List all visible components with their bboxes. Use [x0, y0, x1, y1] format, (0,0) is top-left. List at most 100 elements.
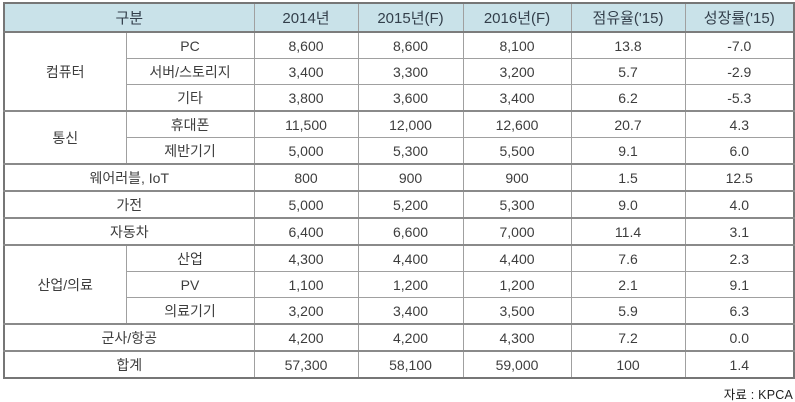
value-cell: 7.2 [570, 323, 686, 352]
item-cell: 제반기기 [125, 137, 255, 165]
value-cell: 3,300 [357, 58, 464, 85]
value-cell: 1.4 [684, 350, 795, 379]
col-header-growth: 성장률('15) [684, 2, 795, 33]
value-cell: 900 [462, 163, 572, 192]
value-cell: 12,000 [357, 110, 464, 138]
value-cell: 2.3 [684, 244, 795, 272]
value-cell: 3,200 [462, 58, 572, 85]
col-header-2014: 2014년 [253, 2, 359, 33]
value-cell: 4,300 [253, 244, 359, 272]
value-cell: 4.3 [684, 110, 795, 138]
category-cell: 합계 [3, 350, 255, 379]
value-cell: 6.3 [684, 297, 795, 325]
value-cell: 8,600 [253, 31, 359, 59]
value-cell: 9.0 [570, 190, 686, 219]
item-cell: 서버/스토리지 [125, 58, 255, 85]
item-cell: PV [125, 271, 255, 298]
value-cell: 6.2 [570, 84, 686, 112]
category-cell: 자동차 [3, 217, 255, 246]
value-cell: 0.0 [684, 323, 795, 352]
value-cell: 5,000 [253, 137, 359, 165]
value-cell: 6.0 [684, 137, 795, 165]
value-cell: 900 [357, 163, 464, 192]
value-cell: 57,300 [253, 350, 359, 379]
value-cell: 5.9 [570, 297, 686, 325]
value-cell: 7.6 [570, 244, 686, 272]
value-cell: -5.3 [684, 84, 795, 112]
value-cell: 5,200 [357, 190, 464, 219]
value-cell: 3,500 [462, 297, 572, 325]
value-cell: 7,000 [462, 217, 572, 246]
item-cell: 휴대폰 [125, 110, 255, 138]
value-cell: 8,600 [357, 31, 464, 59]
value-cell: 11,500 [253, 110, 359, 138]
table-body: 컴퓨터 PC 8,600 8,600 8,100 13.8 -7.0 서버/스토리지 3,400… [3, 31, 795, 379]
value-cell: 4,400 [462, 244, 572, 272]
table-header: 구분 2014년 2015년(F) 2016년(F) 점유율('15) 성장률(… [3, 2, 795, 33]
value-cell: 1,200 [357, 271, 464, 298]
value-cell: 3,800 [253, 84, 359, 112]
value-cell: 3,400 [462, 84, 572, 112]
table-row: 컴퓨터 PC 8,600 8,600 8,100 13.8 -7.0 [3, 31, 795, 112]
category-cell: 통신 [3, 110, 127, 165]
value-cell: 12,600 [462, 110, 572, 138]
value-cell: 9.1 [570, 137, 686, 165]
table-row: PV 1,100 1,200 1,200 2.1 9.1 [4, 271, 795, 298]
value-cell: 12.5 [684, 163, 795, 192]
value-cell: 4,200 [253, 323, 359, 352]
category-cell: 웨어러블, IoT [3, 163, 255, 192]
value-cell: 3,400 [253, 58, 359, 85]
table-row: 산업/의료 산업 4,300 4,400 4,400 7.6 2.3 [3, 244, 795, 325]
item-cell: 산업 [125, 244, 255, 272]
value-cell: 4,400 [357, 244, 464, 272]
value-cell: 4.0 [684, 190, 795, 219]
col-header-2015: 2015년(F) [357, 2, 464, 33]
table-row: 자동차 6,400 6,600 7,000 11.4 3.1 [3, 217, 795, 246]
table-row: 기타 3,800 3,600 3,400 6.2 -5.3 [4, 84, 795, 112]
value-cell: 1,100 [253, 271, 359, 298]
item-cell: 기타 [125, 84, 255, 112]
value-cell: -2.9 [684, 58, 795, 85]
col-header-2016: 2016년(F) [462, 2, 572, 33]
value-cell: -7.0 [684, 31, 795, 59]
value-cell: 5,000 [253, 190, 359, 219]
value-cell: 100 [570, 350, 686, 379]
value-cell: 6,400 [253, 217, 359, 246]
item-cell: 의료기기 [125, 297, 255, 325]
col-header-share: 점유율('15) [570, 2, 686, 33]
value-cell: 13.8 [570, 31, 686, 59]
value-cell: 59,000 [462, 350, 572, 379]
source-note: 자료 : KPCA [723, 388, 793, 402]
category-cell: 가전 [3, 190, 255, 219]
table-row: 제반기기 5,000 5,300 5,500 9.1 6.0 [4, 137, 795, 165]
value-cell: 6,600 [357, 217, 464, 246]
value-cell: 2.1 [570, 271, 686, 298]
value-cell: 3.1 [684, 217, 795, 246]
value-cell: 3,400 [357, 297, 464, 325]
category-cell: 군사/항공 [3, 323, 255, 352]
value-cell: 3,200 [253, 297, 359, 325]
value-cell: 9.1 [684, 271, 795, 298]
value-cell: 4,200 [357, 323, 464, 352]
table-row: 합계 57,300 58,100 59,000 100 1.4 [3, 350, 795, 379]
value-cell: 11.4 [570, 217, 686, 246]
table-row: 웨어러블, IoT 800 900 900 1.5 12.5 [3, 163, 795, 192]
value-cell: 3,600 [357, 84, 464, 112]
value-cell: 5,500 [462, 137, 572, 165]
table-row: 의료기기 3,200 3,400 3,500 5.9 6.3 [4, 297, 795, 325]
col-header-category: 구분 [3, 2, 255, 33]
value-cell: 800 [253, 163, 359, 192]
value-cell: 8,100 [462, 31, 572, 59]
market-data-table: 구분 2014년 2015년(F) 2016년(F) 점유율('15) 성장률(… [3, 2, 795, 379]
value-cell: 1.5 [570, 163, 686, 192]
value-cell: 5,300 [357, 137, 464, 165]
value-cell: 58,100 [357, 350, 464, 379]
category-cell: 산업/의료 [3, 244, 127, 325]
value-cell: 5.7 [570, 58, 686, 85]
table-row: 가전 5,000 5,200 5,300 9.0 4.0 [3, 190, 795, 219]
value-cell: 4,300 [462, 323, 572, 352]
category-cell: 컴퓨터 [3, 31, 127, 112]
value-cell: 20.7 [570, 110, 686, 138]
header-row: 구분 2014년 2015년(F) 2016년(F) 점유율('15) 성장률(… [3, 2, 795, 33]
